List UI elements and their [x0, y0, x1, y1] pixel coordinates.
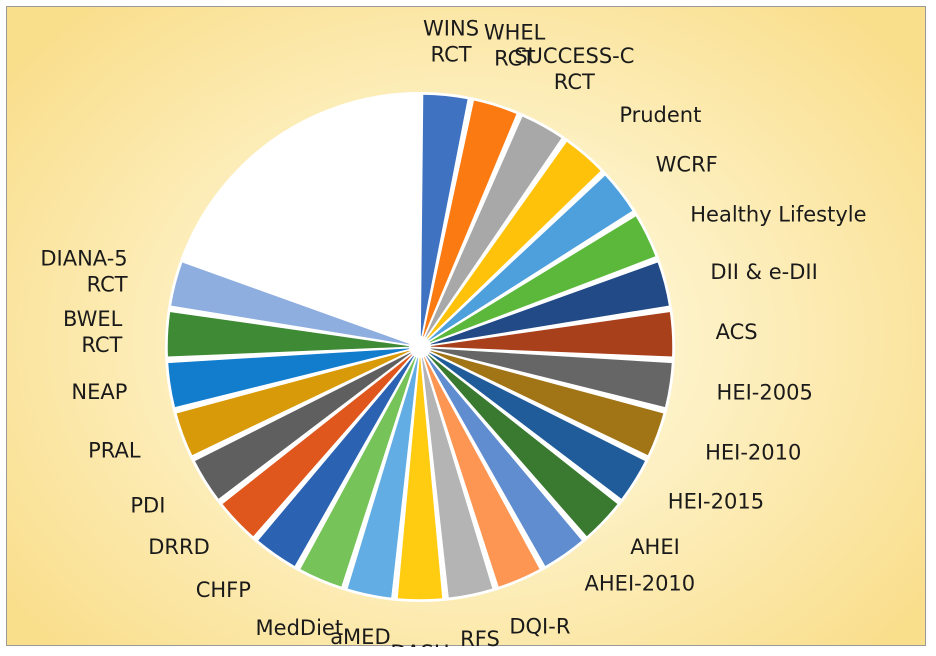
- slice-label-drrd: DRRD: [148, 535, 210, 559]
- pie-slice-pdi: [192, 347, 418, 501]
- slice-label-ahei-2010: AHEI-2010: [585, 571, 696, 595]
- slice-label-diana-5-rct: DIANA-5 RCT: [40, 246, 127, 296]
- pie-slice-acs: [423, 310, 674, 359]
- pie-slice-wins-rct: [419, 93, 470, 344]
- pie-slice-ahei: [421, 348, 620, 539]
- slice-label-wins-rct: WINS RCT: [423, 17, 479, 67]
- slice-label-hei-2010: HEI-2010: [705, 441, 801, 465]
- pie-slice-prudent: [421, 139, 603, 346]
- pie-slice-whel-rct: [419, 98, 519, 345]
- slice-label-dii-e-dii: DII & e-DII: [710, 260, 817, 284]
- slice-label-hei-2005: HEI-2005: [717, 380, 813, 404]
- slice-label-amed: aMED: [330, 625, 390, 647]
- slice-label-prudent: Prudent: [619, 103, 701, 127]
- pie-slice-rfs: [419, 349, 495, 600]
- pie-slice-success-c-rct: [420, 114, 564, 345]
- slice-label-bwel-rct: BWEL RCT: [63, 307, 123, 357]
- slice-label-ahei: AHEI: [630, 535, 680, 559]
- pie-slice-chfp: [256, 349, 420, 568]
- pie-slice-bwel-rct: [166, 310, 417, 359]
- pie-slice-drrd: [220, 348, 419, 539]
- chart-frame: WINS RCT WHEL RCT SUCCESS-C RCT Prudent WCRF Hea…: [6, 6, 926, 647]
- pie-center-hole: [409, 336, 431, 358]
- pie-slice-dash: [396, 350, 444, 601]
- pie-slice-dii-e-dii: [422, 260, 671, 348]
- pie-slice-diana-5-rct: [169, 260, 418, 348]
- pie-slice-hei-2015: [422, 347, 648, 501]
- pie-slice-hei-2010: [422, 347, 666, 458]
- slice-label-hei-2015: HEI-2015: [668, 489, 764, 513]
- slice-label-acs: ACS: [716, 320, 758, 344]
- slice-label-neap: NEAP: [71, 380, 127, 404]
- slice-label-pral: PRAL: [88, 438, 141, 462]
- slice-label-rfs: RFS: [460, 627, 500, 647]
- pie-slice-healthy-lifestyle: [422, 214, 658, 347]
- slice-label-chfp: CHFP: [196, 578, 251, 602]
- slice-label-pdi: PDI: [130, 494, 165, 518]
- pie-slice-wcrf: [421, 173, 635, 346]
- slice-label-meddiet: MedDiet: [256, 616, 344, 640]
- slice-label-healthy-lifestyle: Healthy Lifestyle: [690, 202, 866, 226]
- slice-label-dash: DASH: [390, 641, 449, 647]
- pie-slice-ahei-2010: [420, 349, 584, 568]
- slice-label-success-c-rct: SUCCESS-C RCT: [514, 44, 634, 94]
- slice-label-wcrf: WCRF: [656, 153, 718, 177]
- pie-slice-amed: [345, 349, 421, 600]
- pie-slice-pral: [174, 347, 418, 458]
- pie-slice-hei-2005: [423, 346, 674, 409]
- slice-label-whel-rct: WHEL RCT: [484, 20, 546, 70]
- pie-slice-neap: [166, 346, 417, 409]
- pie-slice-meddiet: [298, 349, 420, 589]
- pie-slice-dqi-r: [420, 349, 542, 589]
- slice-label-dqi-r: DQI-R: [509, 614, 570, 638]
